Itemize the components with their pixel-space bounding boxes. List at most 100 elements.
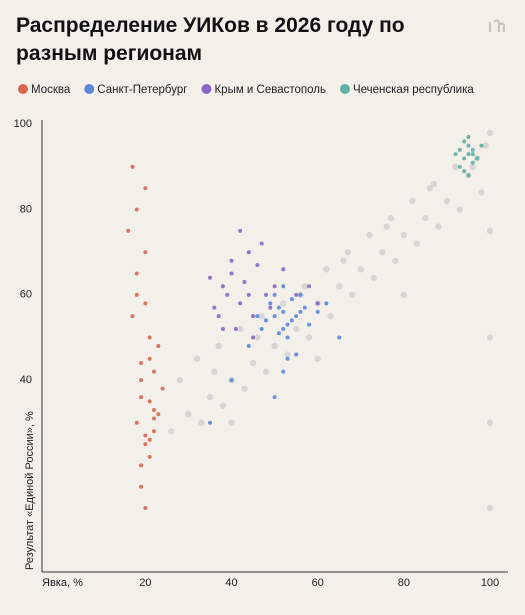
point bbox=[134, 271, 139, 276]
point bbox=[251, 335, 256, 340]
point bbox=[147, 356, 152, 361]
point bbox=[220, 284, 225, 289]
point bbox=[281, 326, 286, 331]
legend-marker bbox=[339, 84, 350, 94]
point bbox=[147, 454, 152, 459]
point bbox=[249, 359, 257, 367]
point bbox=[264, 292, 268, 297]
point bbox=[470, 147, 475, 152]
point bbox=[156, 412, 161, 417]
point bbox=[251, 314, 256, 319]
point bbox=[208, 275, 212, 280]
point bbox=[242, 280, 247, 285]
point bbox=[212, 305, 217, 310]
point bbox=[246, 344, 251, 348]
point bbox=[139, 484, 144, 489]
point bbox=[478, 189, 485, 196]
point bbox=[134, 420, 139, 425]
point bbox=[126, 228, 131, 233]
point bbox=[143, 301, 148, 306]
x-tick-label: 40 bbox=[225, 577, 237, 589]
x-tick-label: 20 bbox=[139, 577, 151, 589]
point bbox=[264, 318, 268, 323]
point bbox=[281, 369, 286, 374]
point bbox=[315, 309, 320, 314]
point bbox=[228, 419, 235, 426]
point bbox=[298, 292, 303, 297]
point bbox=[370, 274, 377, 281]
point bbox=[229, 271, 234, 276]
point bbox=[176, 376, 184, 384]
point bbox=[215, 342, 222, 350]
point bbox=[272, 395, 277, 400]
point bbox=[379, 248, 386, 256]
point bbox=[470, 160, 475, 165]
legend-label: Санкт-Петербург bbox=[97, 84, 187, 96]
point bbox=[486, 334, 494, 341]
point bbox=[462, 169, 467, 174]
point bbox=[366, 231, 373, 239]
point bbox=[147, 437, 152, 442]
point bbox=[219, 402, 227, 409]
point bbox=[259, 326, 264, 331]
point bbox=[272, 292, 277, 297]
point bbox=[400, 231, 408, 239]
point bbox=[435, 223, 442, 230]
point bbox=[462, 139, 467, 144]
point bbox=[143, 506, 148, 511]
point bbox=[486, 504, 494, 512]
point bbox=[143, 442, 148, 447]
point bbox=[139, 361, 144, 366]
logo bbox=[489, 19, 505, 32]
point bbox=[276, 331, 281, 336]
point bbox=[236, 325, 244, 333]
point bbox=[147, 335, 152, 340]
point bbox=[314, 355, 321, 362]
point bbox=[413, 240, 420, 247]
legend-marker bbox=[84, 84, 95, 94]
point bbox=[387, 214, 395, 222]
point bbox=[143, 186, 148, 191]
point bbox=[268, 305, 273, 310]
point bbox=[466, 173, 471, 178]
point bbox=[152, 407, 156, 412]
point bbox=[357, 266, 364, 273]
point bbox=[134, 207, 139, 212]
point bbox=[486, 227, 494, 235]
point bbox=[337, 335, 342, 340]
point bbox=[225, 292, 230, 297]
point bbox=[238, 301, 243, 306]
point bbox=[430, 180, 438, 188]
point bbox=[336, 283, 343, 290]
point bbox=[229, 258, 234, 263]
point bbox=[134, 292, 139, 297]
point bbox=[139, 395, 144, 400]
point bbox=[452, 163, 459, 171]
point bbox=[422, 214, 429, 222]
point bbox=[208, 420, 212, 425]
point bbox=[307, 322, 312, 327]
point bbox=[486, 129, 494, 136]
point bbox=[130, 164, 135, 169]
point bbox=[323, 266, 330, 273]
point bbox=[285, 322, 290, 327]
point bbox=[160, 386, 165, 391]
point bbox=[220, 326, 225, 331]
point bbox=[383, 223, 390, 230]
point bbox=[285, 335, 290, 340]
x-axis-label: Явка, % bbox=[42, 577, 83, 589]
y-tick-label: 60 bbox=[20, 289, 32, 301]
point bbox=[285, 356, 290, 361]
point bbox=[294, 314, 299, 319]
point bbox=[262, 368, 270, 375]
legend-label: Чеченская республика bbox=[353, 84, 474, 96]
point bbox=[466, 143, 471, 148]
point bbox=[185, 411, 192, 418]
point bbox=[206, 393, 214, 401]
point bbox=[276, 305, 281, 310]
point bbox=[193, 355, 201, 362]
point bbox=[479, 143, 484, 148]
point bbox=[211, 368, 218, 375]
point bbox=[156, 344, 161, 348]
